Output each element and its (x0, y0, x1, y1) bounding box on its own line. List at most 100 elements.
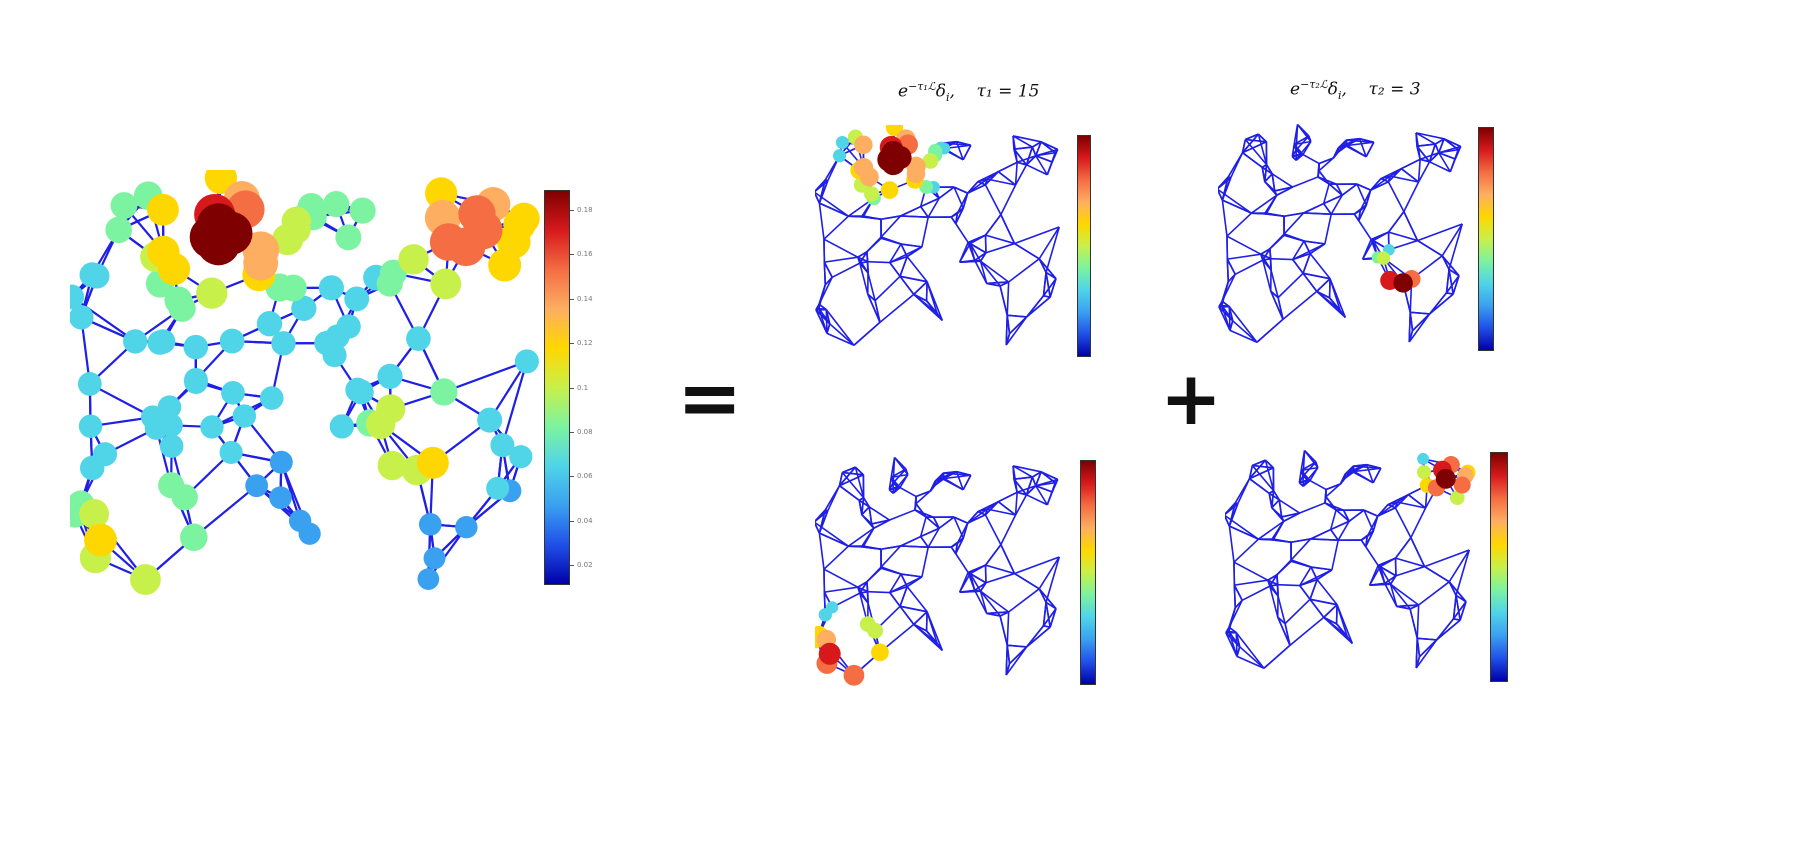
graph-edge (1292, 259, 1304, 274)
graph-edge (1225, 514, 1259, 540)
graph-edge (967, 564, 986, 574)
graph-edge (1310, 528, 1332, 540)
graph-edge (999, 615, 1009, 646)
graph-edge (906, 586, 928, 613)
colorbar-tick-label: 0.04 (577, 516, 593, 525)
graph-edge (1035, 155, 1048, 176)
graph-edge (986, 282, 1001, 287)
graph-edge (1269, 234, 1285, 250)
graph-edge (1438, 138, 1445, 154)
graph-edge (1249, 478, 1270, 494)
graph-edge (940, 477, 964, 491)
graph-nodes (1416, 452, 1476, 506)
graph-edge (1012, 465, 1033, 478)
graph-edge (1235, 632, 1241, 647)
graph-edge (1303, 240, 1311, 254)
title-subscript: i (945, 91, 950, 105)
graph-edge (1353, 209, 1361, 215)
graph-edge (1008, 646, 1028, 665)
graph-edge (1277, 616, 1291, 646)
graph-edge (950, 546, 957, 555)
graph-edge (1283, 212, 1304, 218)
graph-edge (858, 499, 870, 508)
graph-edge (900, 215, 929, 218)
colorbar-tick-label: 0.16 (577, 250, 593, 259)
graph-edge (1038, 258, 1047, 273)
tau1-bottom-graph (815, 456, 1061, 686)
graph-edge (1229, 329, 1258, 343)
graph-edge (1252, 459, 1266, 467)
graph-edge (1278, 499, 1283, 518)
graph-edge (1012, 465, 1042, 473)
signal-graph-panel (70, 170, 550, 610)
graph-edge (1276, 186, 1293, 196)
graph-edge (815, 521, 849, 547)
graph-edge (889, 255, 908, 264)
graph-edge (999, 285, 1009, 316)
colorbar-gradient (1478, 127, 1494, 351)
graph-edge (1417, 637, 1437, 641)
graph-edge (979, 590, 1001, 617)
graph-edge (1025, 155, 1037, 166)
graph-node (219, 440, 243, 464)
graph-edge (1040, 141, 1059, 151)
graph-edge (921, 547, 930, 578)
graph-edge (1394, 507, 1412, 539)
graph-node (147, 193, 179, 226)
graph-edge (1228, 631, 1238, 657)
colorbar-tick (570, 476, 574, 478)
graph-edge (1264, 459, 1274, 469)
graph-edge (1245, 138, 1267, 143)
graph-node (84, 263, 110, 289)
graph-edge (1271, 490, 1275, 508)
graph-edge (823, 262, 827, 285)
graph-edge (1343, 139, 1347, 146)
graph-edge (1228, 607, 1237, 628)
graph-edge (1035, 485, 1048, 506)
graph-node (398, 244, 429, 275)
graph-edge (896, 474, 909, 488)
graph-edge (857, 586, 869, 604)
graph-edge (1434, 143, 1440, 154)
graph-edge (1013, 478, 1028, 496)
graph-edge (1452, 275, 1460, 295)
graph-edge (1443, 138, 1462, 148)
graph-edge (1294, 140, 1311, 146)
graph-edge (1035, 485, 1053, 493)
graph-edge (1317, 163, 1320, 178)
graph-edge (1218, 177, 1232, 190)
graph-edge (1434, 138, 1445, 145)
graph-edge (1289, 616, 1325, 646)
graph-node (1435, 468, 1456, 489)
graph-edge (1242, 152, 1263, 168)
graph-edge (1350, 463, 1367, 472)
graph-edge (1014, 572, 1040, 590)
graph-edge (1045, 556, 1061, 603)
graph-node (329, 414, 354, 439)
graph-edge (920, 206, 929, 218)
graph-edge (984, 501, 999, 516)
graph-edge (977, 510, 986, 516)
tau2-top-graph (1218, 123, 1464, 343)
graph-edge (954, 213, 959, 224)
graph-edge (1218, 188, 1252, 214)
graph-node (496, 224, 531, 259)
graph-edge (1452, 595, 1457, 619)
graph-edge (1043, 295, 1051, 298)
graph-edge (1031, 146, 1037, 157)
graph-edge (1025, 146, 1034, 166)
graph-edge (1410, 311, 1430, 315)
graph-edge (900, 545, 929, 548)
graph-edge (1226, 235, 1262, 255)
graph-edge (1049, 608, 1057, 628)
tau1-top-panel (815, 125, 1070, 360)
graph-edge (842, 471, 864, 476)
graph-edge (892, 457, 896, 483)
graph-edge (1005, 645, 1009, 676)
graph-edge (1038, 588, 1047, 603)
graph-edge (1013, 146, 1033, 150)
graph-node (514, 349, 539, 374)
graph-edge (1365, 141, 1375, 158)
graph-node (171, 484, 198, 511)
graph-edge (1035, 141, 1042, 157)
